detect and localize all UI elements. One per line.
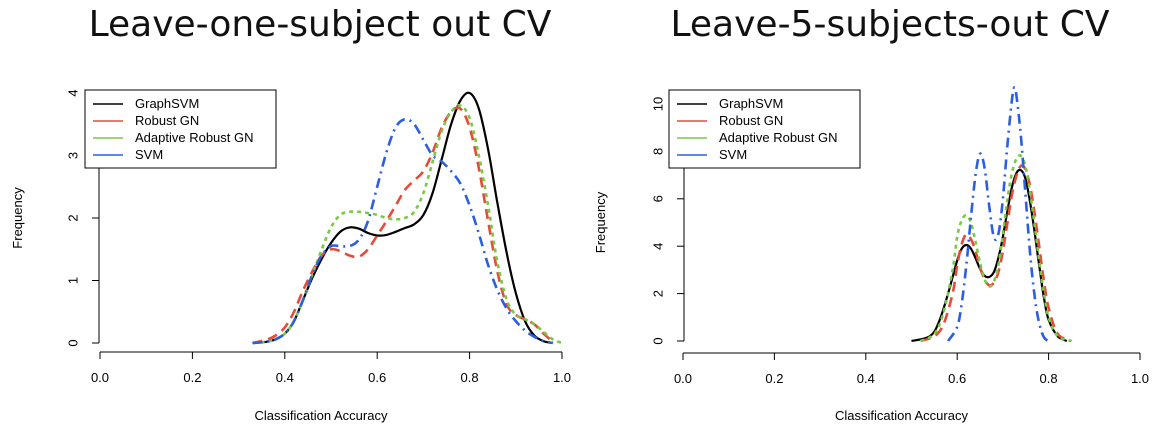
y-tick-label: 4 [650, 243, 665, 250]
series-line-graphsvm [911, 168, 1068, 343]
y-tick-label: 8 [650, 148, 665, 155]
legend: GraphSVM Robust GN Adaptive Robust GN SVM [668, 89, 861, 169]
x-tick-label: 0.6 [368, 370, 386, 385]
legend-label: GraphSVM [135, 96, 199, 111]
chart-panel-right: 0.0 0.2 0.4 0.6 0.8 1.0 0 2 4 6 8 10 Classification … [593, 86, 1149, 423]
x-tick-label: 0.2 [183, 370, 201, 385]
x-tick-label: 0.6 [948, 371, 966, 386]
legend-label: GraphSVM [719, 96, 783, 111]
chart-panel-left: 0.0 0.2 0.4 0.6 0.8 1.0 0 1 2 3 4 Classification Ac… [10, 89, 571, 423]
x-axis-label: Classification Accuracy [255, 408, 388, 423]
legend-label: Robust GN [719, 113, 783, 128]
series-line-adaptive-robust-gn [919, 154, 1072, 343]
y-axis-label: Frequency [10, 187, 25, 249]
x-tick-label: 0.4 [276, 370, 294, 385]
y-tick-label: 2 [65, 214, 80, 221]
series-line-svm [946, 86, 1050, 343]
y-tick-label: 0 [650, 337, 665, 344]
legend: GraphSVM Robust GN Adaptive Robust GN SVM [84, 89, 277, 169]
x-tick-label: 0.2 [765, 371, 783, 386]
x-tick-label: 0.8 [461, 370, 479, 385]
chart-title-left: Leave-one-subject out CV [88, 4, 552, 45]
chart-title-right: Leave-5-subjects-out CV [670, 4, 1110, 45]
y-tick-label: 2 [650, 290, 665, 297]
y-axis-label: Frequency [593, 191, 608, 253]
x-axis-label: Classification Accuracy [835, 408, 968, 423]
x-tick-label: 0.8 [1040, 371, 1058, 386]
legend-label: Adaptive Robust GN [135, 130, 254, 145]
y-tick-label: 4 [65, 89, 80, 96]
series-line-svm [252, 117, 554, 345]
y-tick-label: 6 [650, 195, 665, 202]
x-tick-label: 1.0 [1131, 371, 1149, 386]
y-tick-label: 0 [65, 339, 80, 346]
x-tick-label: 0.0 [674, 371, 692, 386]
x-tick-label: 0.4 [857, 371, 875, 386]
legend-label: Robust GN [135, 113, 199, 128]
y-tick-label: 3 [65, 152, 80, 159]
legend-label: SVM [135, 147, 163, 162]
y-tick-label: 10 [650, 97, 665, 111]
x-tick-label: 0.0 [91, 370, 109, 385]
series-line-robust-gn [252, 106, 554, 345]
series-line-adaptive-robust-gn [252, 104, 563, 345]
legend-label: Adaptive Robust GN [719, 130, 838, 145]
legend-label: SVM [719, 147, 747, 162]
y-tick-label: 1 [65, 277, 80, 284]
x-tick-label: 1.0 [553, 370, 571, 385]
series-line-robust-gn [920, 164, 1073, 343]
